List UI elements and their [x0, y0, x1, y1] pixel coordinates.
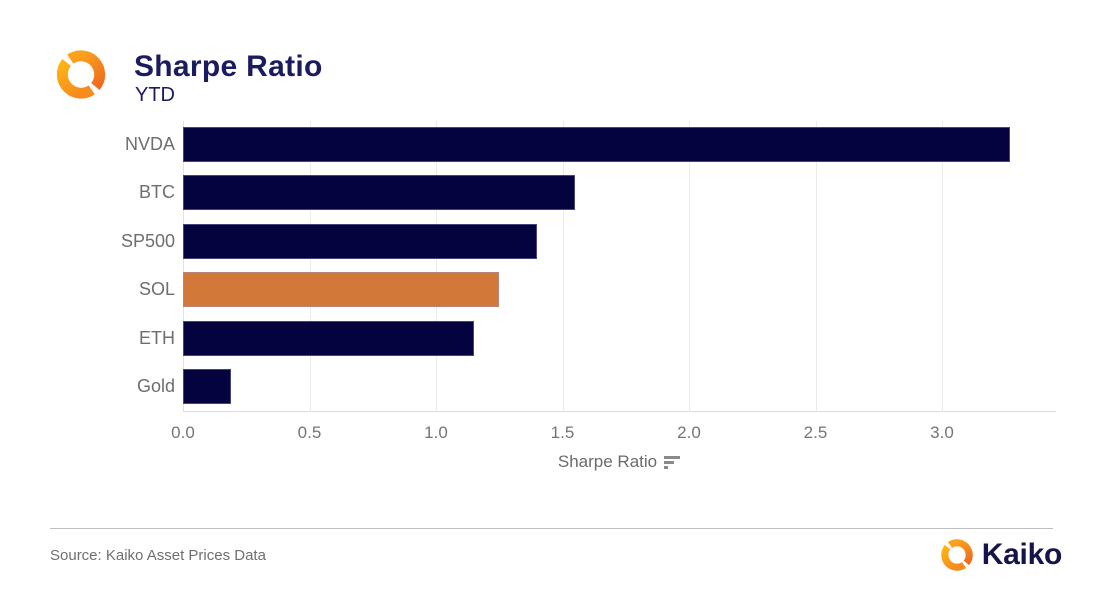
x-tick-label: 0.0	[171, 423, 195, 442]
gridline-x-1.5	[562, 121, 564, 411]
x-tick-label: 2.5	[803, 423, 828, 442]
gridline-x-2.5	[815, 121, 817, 411]
x-tick-label: 0.5	[297, 423, 322, 442]
x-tick-label: 3.0	[930, 423, 954, 442]
gridline-x-3.0	[942, 121, 943, 411]
bar-eth	[183, 320, 474, 356]
bar-btc	[183, 175, 576, 211]
category-label-gold: Gold	[136, 376, 175, 396]
x-axis-title: Sharpe Ratio	[183, 452, 1055, 472]
footer-divider	[50, 528, 1053, 529]
sort-descending-icon	[664, 455, 681, 469]
gridline-x-0.0	[183, 121, 184, 411]
bar-sol	[183, 272, 500, 308]
category-label-sol: SOL	[138, 279, 175, 300]
brand-footer: Kaiko	[940, 537, 1062, 573]
kaiko-logo-icon	[940, 537, 974, 573]
source-attribution: Source: Kaiko Asset Prices Data	[50, 547, 266, 564]
bar-nvda	[183, 127, 1011, 162]
x-axis-baseline	[183, 411, 1056, 412]
category-label-eth: ETH	[139, 327, 175, 348]
x-tick-label: 2.0	[677, 423, 701, 442]
x-axis-title-label: Sharpe Ratio	[557, 452, 658, 471]
category-label-btc: BTC	[139, 182, 175, 203]
page-title: Sharpe Ratio	[134, 50, 323, 83]
gridline-x-1.0	[436, 121, 437, 411]
title-block: Sharpe Ratio YTD	[134, 50, 323, 106]
gridline-x-0.5	[309, 121, 311, 411]
gridline-x-2.0	[689, 121, 690, 411]
bar-gold	[183, 369, 232, 404]
brand-wordmark: Kaiko	[981, 538, 1063, 571]
x-tick-label: 1.0	[424, 423, 448, 442]
x-tick-label: 1.5	[550, 423, 575, 442]
category-label-sp500: SP500	[120, 230, 175, 251]
category-label-nvda: NVDA	[124, 134, 175, 154]
page-subtitle: YTD	[135, 84, 175, 106]
bar-sp500	[183, 223, 538, 259]
